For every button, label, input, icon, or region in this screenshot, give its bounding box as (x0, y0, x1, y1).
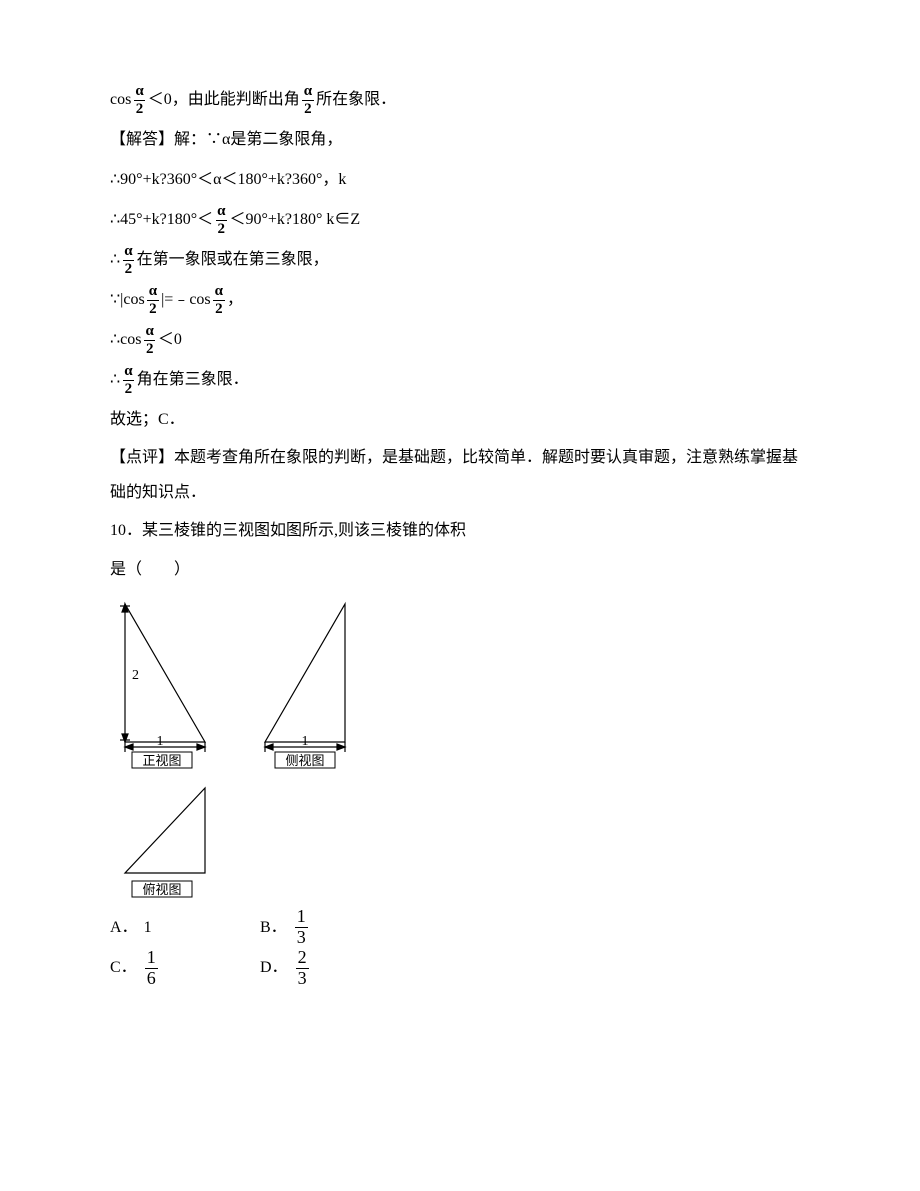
fraction-alpha-over-2: α 2 (302, 83, 314, 117)
text: 在第一象限或在第三象限， (137, 240, 329, 280)
text: ＜0 (158, 320, 182, 360)
option-letter: C． (110, 948, 137, 988)
option-fraction: 1 6 (145, 948, 158, 989)
text: 【点评】本题考查角所在象限的判断，是基础题，比较简单．解题时要认真审题，注意熟练… (110, 440, 810, 510)
option-letter: B． (260, 908, 287, 948)
option-b: B． 1 3 (260, 907, 410, 948)
front-view-label: 正视图 (142, 753, 181, 768)
fraction-alpha-over-2: α 2 (122, 363, 134, 397)
fraction-alpha-over-2: α 2 (215, 203, 227, 237)
text: ∴ (110, 360, 120, 400)
question-stem: 10．某三棱锥的三视图如图所示,则该三棱锥的体积 (110, 510, 810, 550)
fraction-alpha-over-2: α 2 (122, 243, 134, 277)
text: 角在第三象限． (137, 360, 249, 400)
text: 【解答】解：∵α是第二象限角， (110, 120, 342, 160)
text-line: ∴45°+k?180°＜ α 2 ＜90°+k?180° k∈Z (110, 200, 810, 240)
text: ∴45°+k?180°＜ (110, 200, 213, 240)
fraction-alpha-over-2: α 2 (213, 283, 225, 317)
options-row: C． 1 6 D． 2 3 (110, 948, 810, 989)
dim-label: 2 (132, 668, 139, 683)
dim-label: 1 (302, 734, 309, 749)
top-view-svg: 俯视图 (110, 773, 230, 903)
text: ＜0，由此能判断出角 (148, 80, 300, 120)
option-letter: A． (110, 908, 138, 948)
front-and-side-view-svg: 2 1 正视图 1 侧视图 (110, 594, 370, 769)
text: 10．某三棱锥的三视图如图所示,则该三棱锥的体积 (110, 513, 466, 548)
text-line: 【点评】本题考查角所在象限的判断，是基础题，比较简单．解题时要认真审题，注意熟练… (110, 440, 810, 510)
text-line: 故选；C． (110, 400, 810, 440)
text: cos (110, 80, 131, 120)
option-c: C． 1 6 (110, 948, 260, 989)
text: 故选；C． (110, 400, 185, 440)
text: ＜90°+k?180° k∈Z (229, 200, 360, 240)
page: cos α 2 ＜0，由此能判断出角 α 2 所在象限． 【解答】解：∵α是第二… (0, 0, 920, 1029)
top-view-label: 俯视图 (142, 882, 181, 897)
text-line: ∴ α 2 在第一象限或在第三象限， (110, 240, 810, 280)
question-stem: 是（ ） (110, 550, 810, 590)
option-value: 1 (144, 908, 152, 948)
options-row: A． 1 B． 1 3 (110, 907, 810, 948)
fraction-alpha-over-2: α 2 (147, 283, 159, 317)
text: ， (227, 280, 243, 320)
text: ∴90°+k?360°＜α＜180°+k?360°，k (110, 160, 346, 200)
text-line: cos α 2 ＜0，由此能判断出角 α 2 所在象限． (110, 80, 810, 120)
text-line: 【解答】解：∵α是第二象限角， (110, 120, 810, 160)
text: 是（ ） (110, 550, 190, 590)
text: ∴cos (110, 320, 142, 360)
three-view-row1: 2 1 正视图 1 侧视图 (110, 594, 810, 769)
text: ∵|cos (110, 280, 145, 320)
text: |=﹣cos (161, 280, 211, 320)
option-a: A． 1 (110, 908, 260, 948)
text: 所在象限． (316, 80, 396, 120)
text-line: ∴cos α 2 ＜0 (110, 320, 810, 360)
option-fraction: 2 3 (296, 948, 309, 989)
option-letter: D． (260, 948, 288, 988)
three-view-row2: 俯视图 (110, 773, 810, 903)
text: ∴ (110, 240, 120, 280)
fraction-alpha-over-2: α 2 (144, 323, 156, 357)
fraction-alpha-over-2: α 2 (133, 83, 145, 117)
text-line: ∵|cos α 2 |=﹣cos α 2 ， (110, 280, 810, 320)
text-line: ∴90°+k?360°＜α＜180°+k?360°，k (110, 160, 810, 200)
text-line: ∴ α 2 角在第三象限． (110, 360, 810, 400)
dim-label: 1 (157, 734, 164, 749)
option-fraction: 1 3 (295, 907, 308, 948)
side-view-label: 侧视图 (285, 753, 324, 768)
option-d: D． 2 3 (260, 948, 410, 989)
